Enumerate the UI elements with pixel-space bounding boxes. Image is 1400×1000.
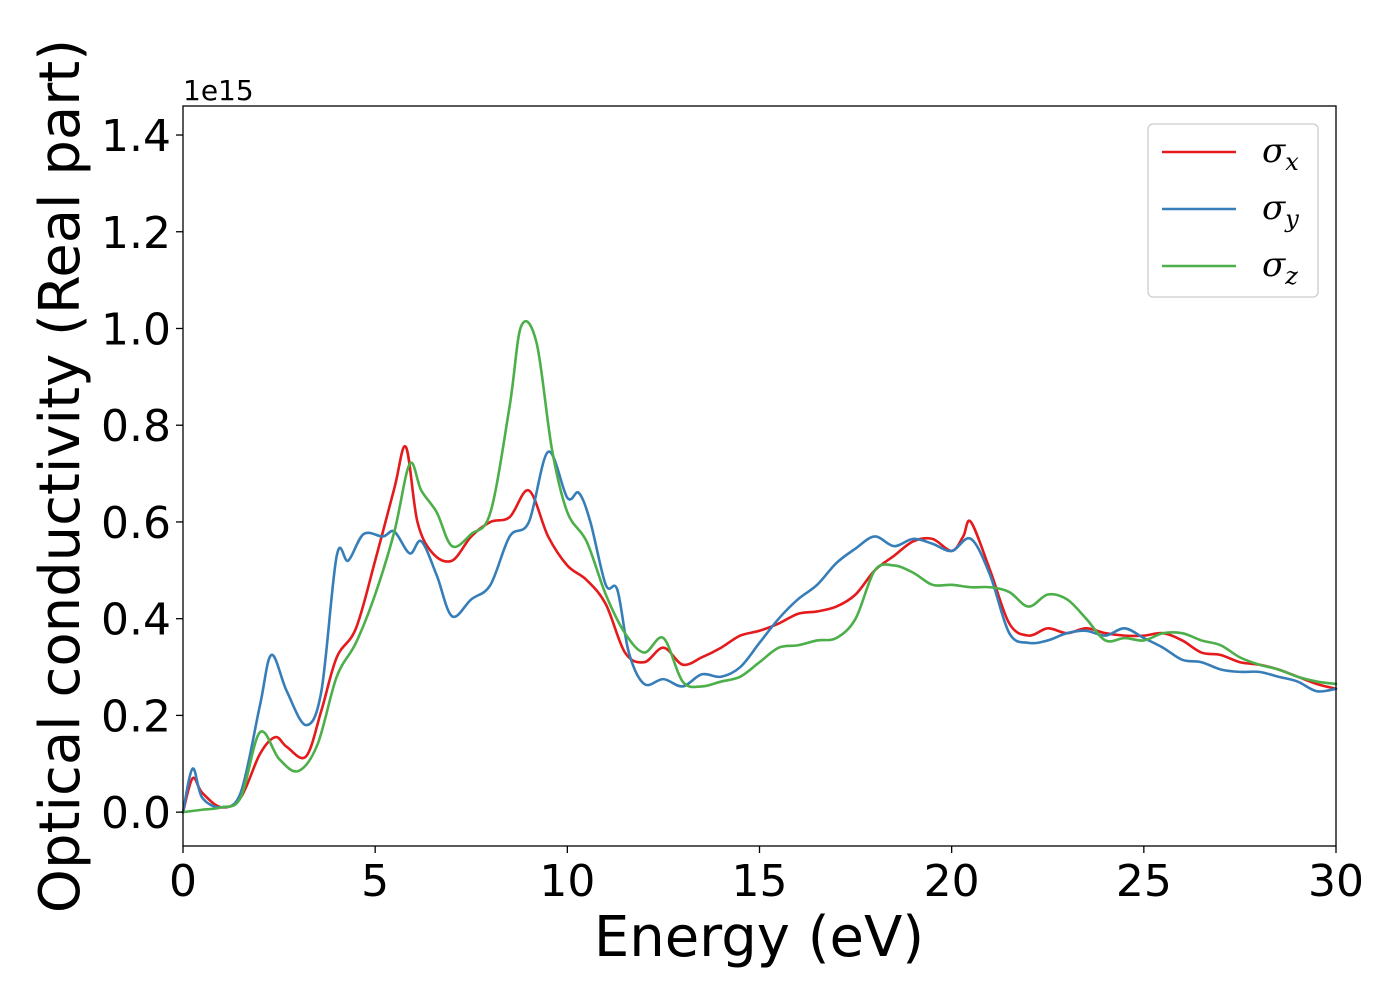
y-tick-label: 0.4 (101, 595, 171, 646)
series-line-sigma-y (181, 450, 1338, 814)
x-tick-label: 5 (361, 856, 389, 907)
y-tick-label: 1.2 (101, 208, 171, 259)
legend-label-sigma-z: σz (1262, 245, 1298, 290)
y-offset-label: 1e15 (183, 74, 254, 107)
legend: σx σy σz (1147, 123, 1319, 298)
y-tick-label: 0.2 (101, 691, 171, 742)
y-tick-label: 0.0 (101, 788, 171, 839)
y-tick-label: 0.8 (101, 401, 171, 452)
x-tick-label: 15 (732, 856, 788, 907)
y-tick-label: 0.6 (101, 498, 171, 549)
series-lines (181, 320, 1338, 814)
series-line-sigma-x (181, 445, 1338, 814)
y-axis-title: Optical conductivity (Real part) (28, 39, 93, 913)
legend-label-sigma-x: σx (1262, 131, 1299, 176)
x-axis-ticks: 0 5 10 15 20 25 30 (169, 846, 1364, 907)
x-tick-label: 25 (1116, 856, 1172, 907)
x-tick-label: 0 (169, 856, 197, 907)
x-tick-label: 30 (1308, 856, 1364, 907)
y-axis-ticks: 0.0 0.2 0.4 0.6 0.8 1.0 1.2 1.4 (101, 111, 183, 839)
x-tick-label: 20 (924, 856, 980, 907)
x-axis-title: Energy (eV) (594, 905, 924, 970)
legend-box (1147, 123, 1319, 298)
series-line-sigma-z (181, 320, 1338, 814)
legend-label-sigma-y: σy (1262, 188, 1299, 233)
y-tick-label: 1.0 (101, 304, 171, 355)
y-tick-label: 1.4 (101, 111, 171, 162)
x-tick-label: 10 (539, 856, 595, 907)
